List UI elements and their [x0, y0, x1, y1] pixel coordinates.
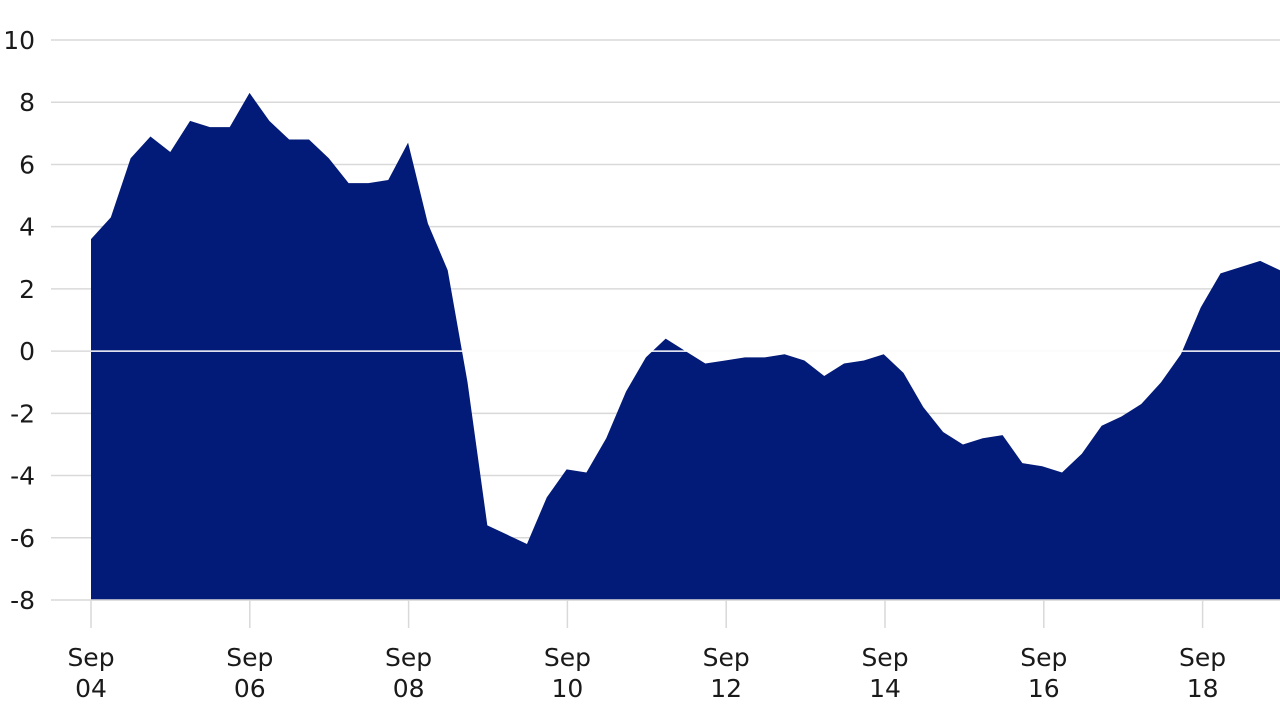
- x-tick-label-year: 16: [1028, 674, 1060, 703]
- x-tick-label-month: Sep: [1179, 643, 1226, 672]
- x-tick-label-month: Sep: [1020, 643, 1067, 672]
- y-axis: 10 8 6 4 2 0 -2 -4 -6 -8: [3, 26, 35, 615]
- x-tick-label-month: Sep: [385, 643, 432, 672]
- y-tick-label: -2: [10, 399, 35, 428]
- x-tick-label-year: 14: [869, 674, 901, 703]
- y-tick-label: 6: [19, 150, 35, 179]
- area-series: [91, 92, 1280, 600]
- x-tick-label-month: Sep: [67, 643, 114, 672]
- x-tick-label-year: 12: [710, 674, 742, 703]
- x-tick-label-month: Sep: [226, 643, 273, 672]
- y-tick-label: 2: [19, 275, 35, 304]
- x-tick-label-month: Sep: [703, 643, 750, 672]
- x-tick-label-year: 06: [234, 674, 266, 703]
- y-tick-label: 0: [19, 337, 35, 366]
- y-tick-label: 8: [19, 88, 35, 117]
- y-tick-label: 10: [3, 26, 35, 55]
- x-tick-label-month: Sep: [544, 643, 591, 672]
- x-tick-label-year: 08: [393, 674, 425, 703]
- y-tick-label: -4: [10, 462, 35, 491]
- x-tick-label-year: 04: [75, 674, 107, 703]
- y-tick-label: 4: [19, 213, 35, 242]
- x-tick-label-month: Sep: [861, 643, 908, 672]
- x-tick-label-year: 10: [551, 674, 583, 703]
- x-tick-label-year: 18: [1187, 674, 1219, 703]
- y-tick-label: -8: [10, 586, 35, 615]
- y-tick-label: -6: [10, 524, 35, 553]
